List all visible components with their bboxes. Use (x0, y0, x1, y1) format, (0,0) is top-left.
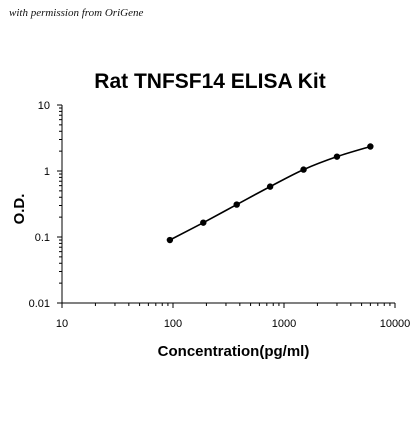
x-tick-label: 10 (56, 318, 68, 330)
y-tick-label: 0.1 (35, 232, 50, 244)
data-point (333, 153, 341, 160)
data-point (300, 166, 307, 173)
y-axis-title: O.D. (11, 194, 28, 225)
x-tick-label: 1000 (272, 318, 296, 330)
y-tick-label: 0.01 (29, 298, 50, 310)
series-line (169, 145, 371, 241)
x-tick-label: 10000 (380, 318, 411, 330)
y-tick-label: 1 (44, 166, 50, 178)
data-point (166, 236, 174, 244)
y-tick-label: 10 (38, 100, 50, 112)
data-point (367, 143, 374, 150)
chart-title: Rat TNFSF14 ELISA Kit (94, 70, 326, 93)
data-point (266, 183, 274, 190)
axes (61, 105, 395, 304)
data-point (200, 219, 207, 226)
x-axis-title: Concentration(pg/ml) (158, 343, 310, 360)
data-point (233, 201, 240, 208)
watermark: with permission from OriGene (9, 7, 144, 19)
ticks: 10 100 1000 10000 0.01 0.1 1 10 (29, 100, 411, 330)
series (166, 143, 374, 244)
x-tick-label: 100 (164, 318, 182, 330)
